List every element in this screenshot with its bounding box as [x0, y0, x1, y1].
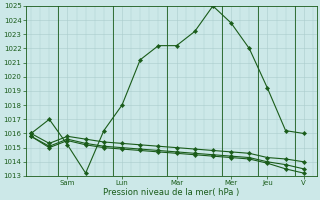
X-axis label: Pression niveau de la mer( hPa ): Pression niveau de la mer( hPa )	[103, 188, 239, 197]
